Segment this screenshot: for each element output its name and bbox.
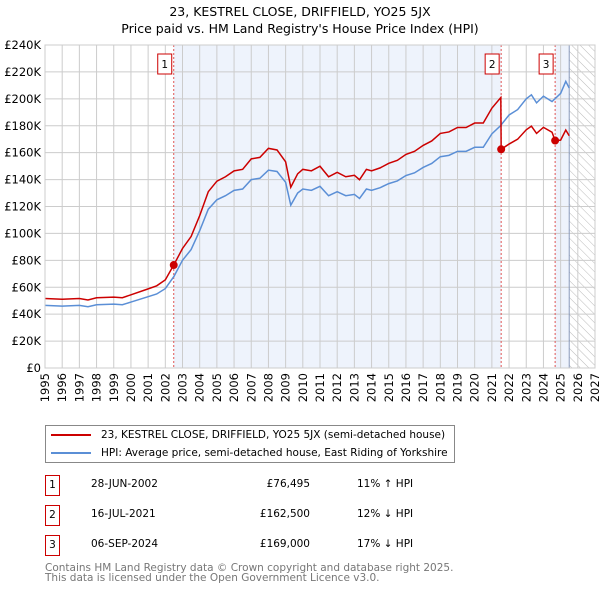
y-tick-label: £80K [12, 253, 42, 267]
legend-blue-line-icon [51, 452, 91, 454]
x-tick-label: 1995 [38, 373, 52, 402]
y-tick-label: £100K [4, 226, 41, 240]
y-tick-label: £160K [4, 146, 41, 160]
x-tick-label: 2007 [244, 373, 258, 402]
x-tick-label: 2003 [176, 373, 190, 402]
x-tick-label: 2000 [124, 373, 138, 402]
x-tick-label: 2009 [279, 373, 293, 402]
y-tick-label: £180K [4, 119, 41, 133]
transaction-price: £169,000 [259, 538, 310, 550]
transaction-hpi-diff: 12% ↓ HPI [357, 508, 414, 520]
y-tick-label: £20K [12, 334, 42, 348]
x-tick-label: 2021 [485, 373, 499, 402]
sale-label: 1 [161, 59, 168, 71]
transaction-date: 06-SEP-2024 [91, 538, 159, 550]
property-price-line [44, 95, 570, 301]
x-tick-label: 2010 [296, 373, 310, 402]
transaction-price: £76,495 [266, 478, 310, 490]
x-tick-label: 2017 [416, 373, 430, 402]
legend: 23, KESTREL CLOSE, DRIFFIELD, YO25 5JX (… [45, 425, 455, 463]
x-tick-label: 1999 [107, 373, 121, 402]
x-tick-label: 2020 [468, 373, 482, 402]
legend-red-line-icon [51, 434, 91, 436]
y-tick-label: £0 [26, 361, 41, 375]
x-tick-label: 2023 [519, 373, 533, 402]
chart-title: 23, KESTREL CLOSE, DRIFFIELD, YO25 5JX [169, 4, 431, 19]
x-tick-label: 1998 [90, 373, 104, 402]
sale-point [551, 136, 560, 145]
x-tick-label: 2024 [536, 373, 550, 402]
sale-point [169, 261, 178, 270]
legend-hpi: HPI: Average price, semi-detached house,… [101, 447, 448, 459]
sale-point [497, 145, 506, 154]
y-tick-label: £200K [4, 92, 41, 106]
x-tick-label: 2015 [382, 373, 396, 402]
sale-label-box [538, 53, 554, 75]
x-tick-label: 2011 [313, 373, 327, 402]
x-tick-label: 2022 [502, 373, 516, 402]
x-tick-label: 2008 [261, 373, 275, 402]
legend-property: 23, KESTREL CLOSE, DRIFFIELD, YO25 5JX (… [101, 429, 446, 441]
footer-copyright: Contains HM Land Registry data © Crown c… [45, 562, 454, 574]
x-tick-label: 2018 [433, 373, 447, 402]
plot-frame [44, 44, 596, 369]
transaction-price: £162,500 [259, 508, 310, 520]
x-tick-label: 2001 [141, 373, 155, 402]
hpi-line [44, 79, 570, 308]
x-tick-label: 2013 [347, 373, 361, 402]
transaction-number: 2 [45, 505, 60, 526]
sale-label: 2 [489, 59, 496, 71]
x-tick-label: 2006 [227, 373, 241, 402]
transaction-date: 28-JUN-2002 [91, 478, 158, 490]
y-tick-label: £220K [4, 65, 41, 79]
x-tick-label: 2026 [571, 373, 585, 402]
x-tick-label: 2012 [330, 373, 344, 402]
y-tick-label: £140K [4, 173, 41, 187]
y-tick-label: £40K [12, 307, 42, 321]
sale-label-box [484, 53, 500, 75]
y-tick-label: £120K [4, 200, 41, 214]
y-tick-label: £240K [4, 38, 41, 52]
x-tick-label: 1997 [72, 373, 86, 402]
x-tick-label: 2019 [451, 373, 465, 402]
chart-subtitle: Price paid vs. HM Land Registry's House … [121, 21, 479, 36]
x-tick-label: 2002 [158, 373, 172, 402]
x-tick-label: 2005 [210, 373, 224, 402]
x-tick-label: 1996 [55, 373, 69, 402]
x-tick-label: 2004 [193, 373, 207, 402]
sale-label-box [157, 53, 173, 75]
x-tick-label: 2027 [588, 373, 600, 402]
transaction-number: 3 [45, 535, 60, 556]
x-tick-label: 2016 [399, 373, 413, 402]
sale-label: 3 [543, 59, 550, 71]
transaction-number: 1 [45, 475, 60, 496]
x-tick-label: 2025 [554, 373, 568, 402]
chart: £0 £20K £40K £60K £80K £100K £120K £140K £160K £1… [4, 38, 600, 402]
y-tick-label: £60K [12, 280, 42, 294]
x-tick-label: 2014 [365, 373, 379, 402]
footer-licence: This data is licensed under the Open Gov… [45, 572, 380, 584]
transaction-hpi-diff: 17% ↓ HPI [357, 538, 414, 550]
transaction-date: 16-JUL-2021 [91, 508, 156, 520]
transaction-hpi-diff: 11% ↑ HPI [357, 478, 414, 490]
